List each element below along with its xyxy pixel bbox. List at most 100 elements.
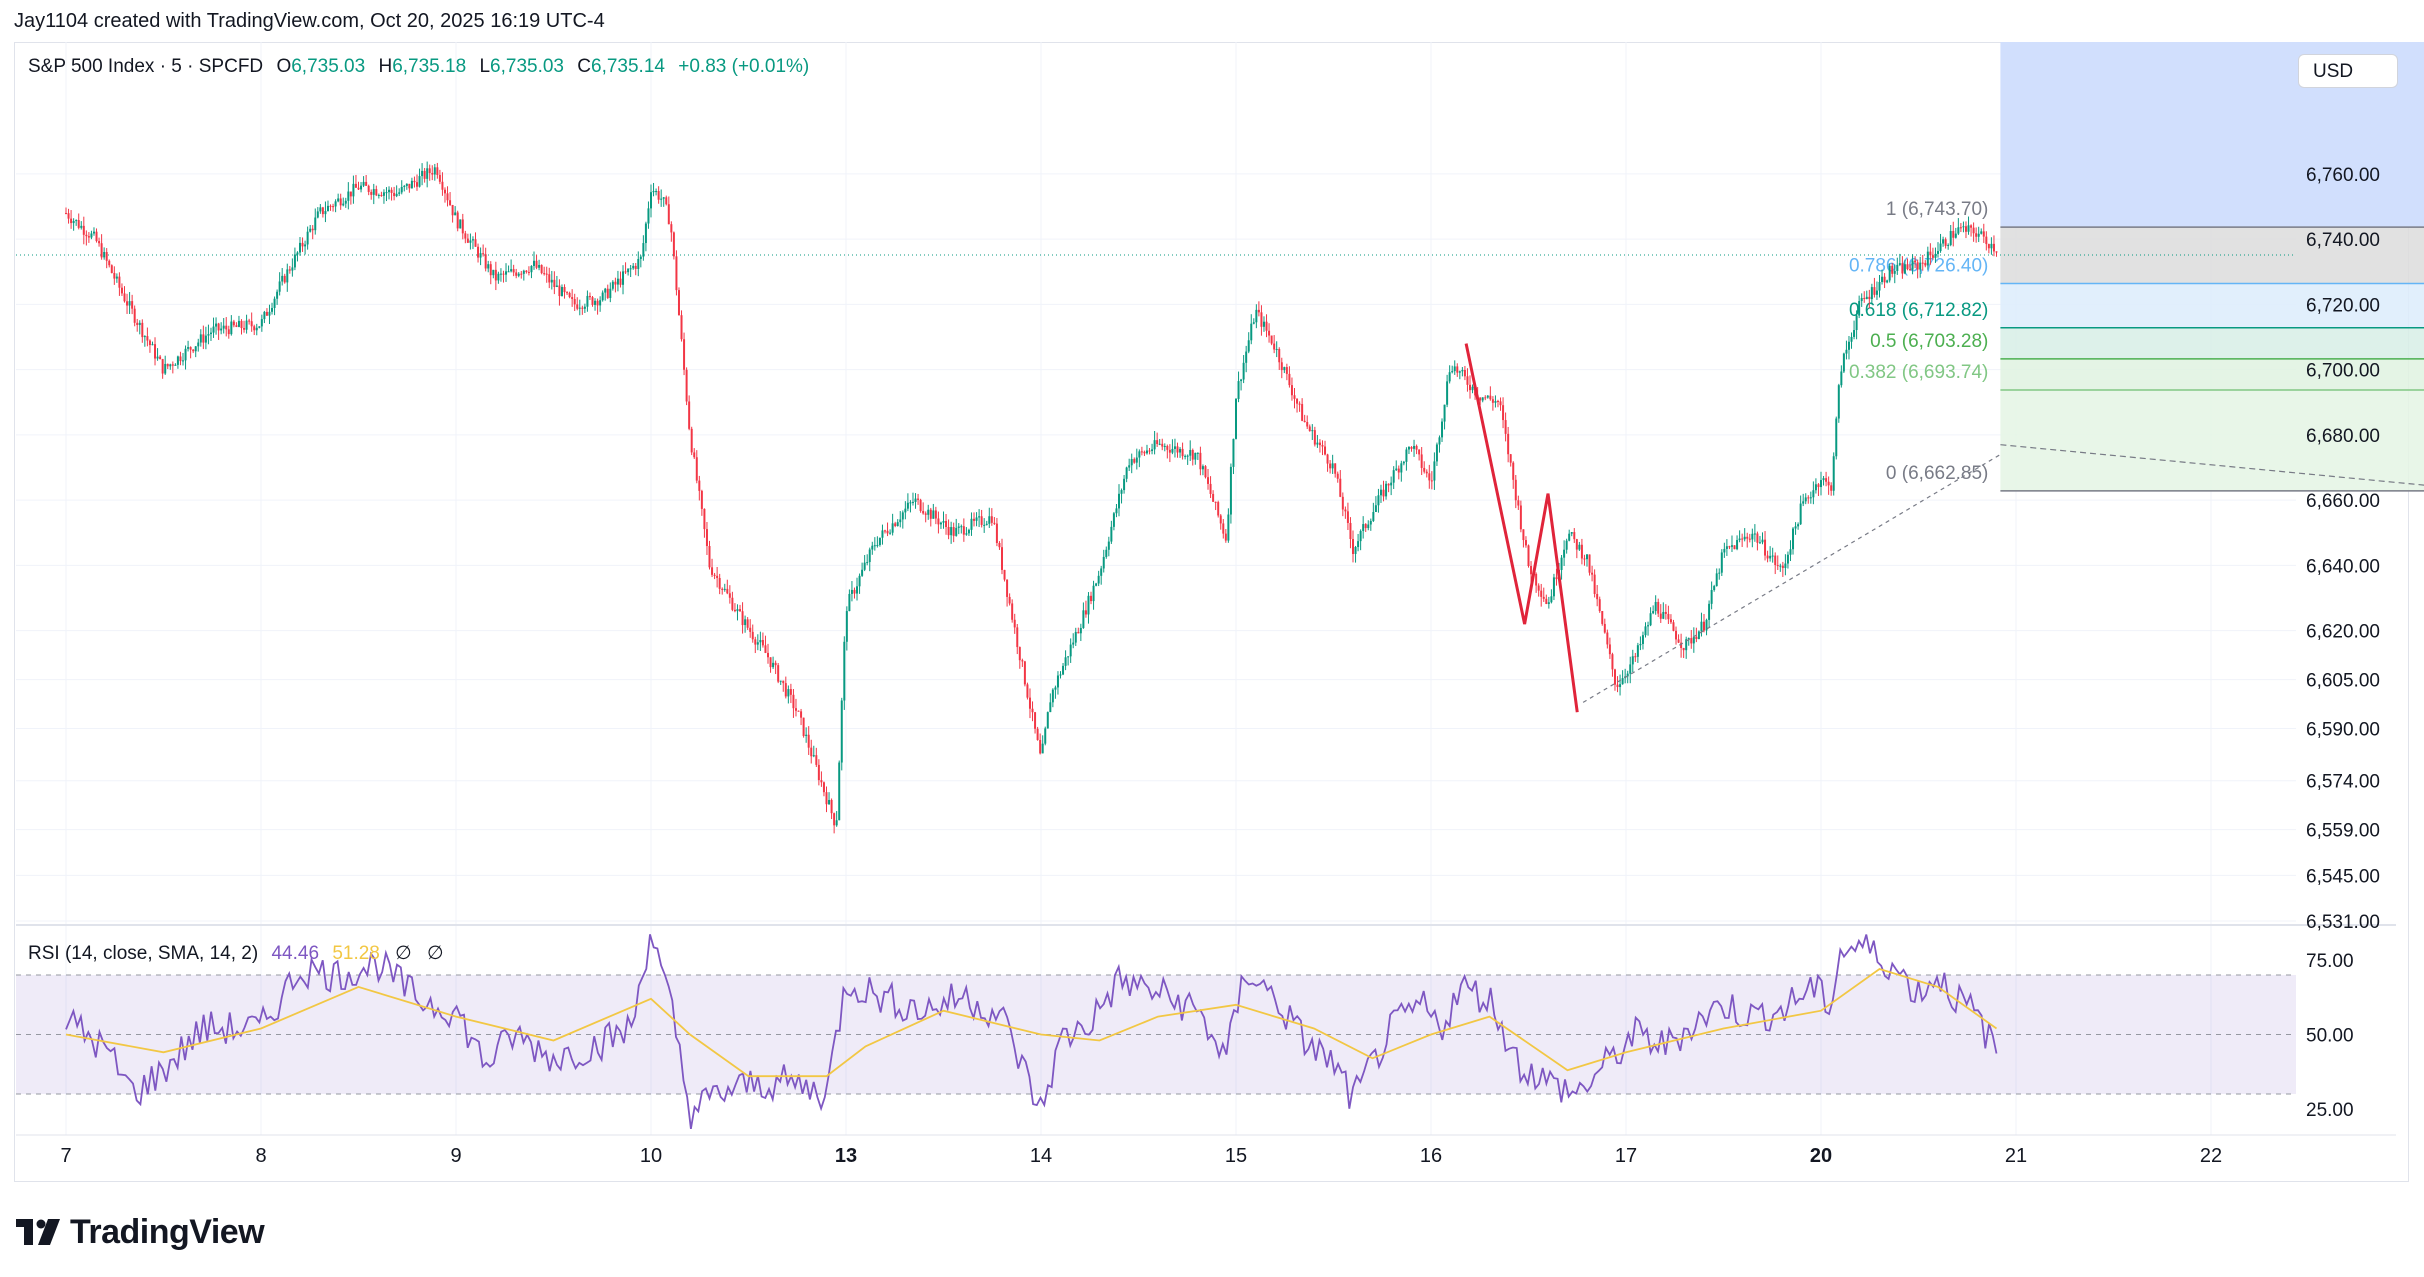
candle-body: [426, 168, 429, 179]
close-label: C: [577, 56, 592, 77]
candle-body: [942, 521, 945, 523]
candle-body: [1143, 451, 1146, 454]
candle-body: [919, 499, 922, 511]
candle-body: [1357, 541, 1360, 547]
candle-body: [665, 197, 668, 205]
candle-body: [166, 363, 169, 367]
candle-body: [1804, 497, 1807, 502]
candle-body: [850, 589, 853, 594]
candle-body: [510, 269, 513, 272]
date-axis-label: 22: [2200, 1145, 2222, 1167]
candle-body: [866, 562, 869, 564]
date-axis-label: 14: [1030, 1145, 1052, 1167]
candle-body: [1613, 669, 1616, 685]
candle-body: [571, 297, 574, 300]
candle-body: [1937, 251, 1939, 254]
candle-body: [151, 344, 154, 346]
candle-body: [1118, 493, 1120, 509]
candle-body: [1814, 484, 1817, 491]
candle-body: [960, 526, 963, 528]
candle-body: [80, 225, 83, 228]
candle-body: [927, 509, 930, 515]
candle-body: [1367, 524, 1370, 529]
candle-body: [779, 680, 782, 682]
candle-body: [184, 348, 187, 361]
candle-body: [268, 311, 271, 316]
candle-body: [1290, 385, 1293, 396]
candle-body: [1647, 625, 1650, 627]
candle-body: [1311, 430, 1314, 432]
candle-body: [1865, 296, 1868, 300]
candle-body: [1461, 369, 1464, 372]
candle-body: [884, 530, 886, 532]
candle-body: [1496, 400, 1499, 402]
candle-body: [1306, 422, 1309, 427]
candle-body: [1794, 526, 1797, 529]
candle-body: [1565, 540, 1568, 550]
currency-selector[interactable]: USD: [2298, 54, 2398, 88]
candle-body: [1611, 654, 1614, 670]
candle-body: [1629, 664, 1632, 674]
candle-body: [1970, 225, 1973, 228]
candle-body: [90, 233, 93, 238]
candle-body: [583, 306, 586, 309]
fib-level-label: 0.382 (6,693.74): [1849, 362, 1988, 383]
candle-body: [1077, 631, 1080, 634]
candle-body: [484, 254, 487, 269]
candle-body: [1385, 483, 1388, 497]
date-axis-label: 13: [835, 1145, 857, 1167]
candle-body: [754, 639, 757, 645]
candle-body: [362, 181, 365, 186]
rsi-legend: RSI (14, close, SMA, 14, 2) 44.46 51.28 …: [28, 942, 444, 965]
candle-body: [642, 243, 645, 257]
date-axis-label: 20: [1810, 1145, 1832, 1167]
candle-body: [497, 273, 500, 281]
candle-body: [705, 529, 708, 547]
candle-body: [1578, 544, 1581, 550]
candle-body: [1939, 243, 1942, 252]
price-axis-label: 6,720.00: [2306, 295, 2380, 316]
low-label: L: [479, 56, 491, 77]
candle-body: [1011, 603, 1014, 620]
candle-body: [525, 270, 528, 273]
candle-body: [220, 328, 223, 331]
candle-body: [1364, 524, 1367, 529]
candle-body: [337, 198, 340, 202]
candle-body: [1397, 468, 1400, 473]
candle-body: [1123, 478, 1126, 491]
candle-body: [291, 267, 294, 271]
candle-body: [1194, 452, 1197, 460]
candle-body: [1725, 546, 1728, 549]
candle-body: [739, 609, 742, 612]
symbol-label[interactable]: S&P 500 Index · 5 · SPCFD: [28, 56, 264, 77]
candle-body: [1107, 541, 1110, 550]
rsi-label[interactable]: RSI (14, close, SMA, 14, 2): [28, 943, 259, 964]
candle-body: [1486, 395, 1489, 398]
candle-body: [1293, 395, 1296, 399]
candle-body: [1387, 483, 1390, 486]
fib-zone: [2000, 327, 2424, 359]
candle-body: [1031, 708, 1034, 713]
candle-body: [306, 231, 309, 245]
candle-body: [92, 231, 95, 234]
candle-body: [443, 189, 446, 194]
candle-body: [1954, 233, 1957, 238]
candle-body: [835, 820, 838, 826]
candle-body: [1746, 536, 1749, 539]
candle-body: [433, 167, 436, 175]
candle-body: [1837, 385, 1840, 419]
candle-body: [209, 332, 212, 335]
candle-body: [520, 273, 523, 275]
candle-body: [1219, 515, 1222, 524]
candle-body: [1100, 568, 1103, 576]
candle-body: [360, 185, 363, 190]
candle-body: [1252, 322, 1255, 324]
candle-body: [421, 170, 424, 177]
candle-body: [533, 260, 535, 266]
ohlc-legend: S&P 500 Index · 5 · SPCFD O6,735.03 H6,7…: [28, 56, 809, 78]
tradingview-logo[interactable]: TradingView: [16, 1212, 265, 1252]
candle-body: [1598, 599, 1601, 612]
candle-body: [1677, 639, 1680, 643]
candle-body: [716, 575, 719, 578]
